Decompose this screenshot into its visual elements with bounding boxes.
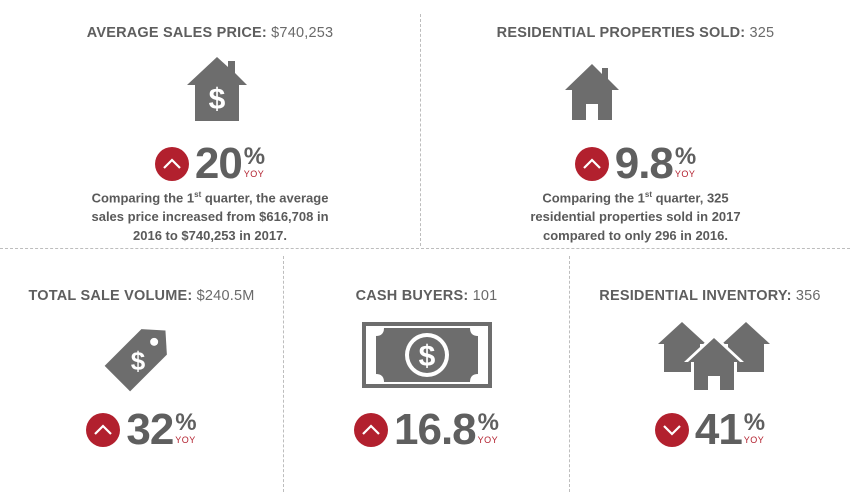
- up-arrow-icon: [86, 413, 121, 447]
- vertical-divider: [569, 256, 570, 492]
- yoy-label: YOY: [674, 169, 696, 179]
- horizontal-divider: [0, 248, 850, 249]
- cash-buyers-card: CASH BUYERS: 101 $ 16.8 % YOY: [284, 250, 569, 500]
- card-title: RESIDENTIAL PROPERTIES SOLD: 325: [496, 25, 775, 41]
- percent-value: 20: [194, 139, 243, 188]
- card-value: $740,253: [271, 25, 334, 41]
- total-sale-volume-card: TOTAL SALE VOLUME: $240.5M $ 32 % YOY: [0, 250, 283, 500]
- yoy-label: YOY: [243, 169, 265, 179]
- card-value: 101: [472, 288, 498, 304]
- percent-sign: %: [743, 409, 766, 436]
- percent-sign: %: [175, 409, 197, 436]
- house-icon: [563, 62, 621, 122]
- house-dollar-icon: $: [185, 55, 249, 123]
- card-title: RESIDENTIAL INVENTORY: 356: [599, 288, 821, 304]
- card-value: $240.5M: [196, 288, 255, 304]
- percent-sign: %: [243, 143, 266, 170]
- up-arrow-icon: [354, 413, 388, 447]
- percent-value: 41: [694, 405, 743, 454]
- percent-value: 32: [126, 405, 174, 454]
- vertical-divider: [283, 256, 284, 492]
- houses-icon: [658, 320, 770, 392]
- properties-sold-card: RESIDENTIAL PROPERTIES SOLD: 325 9.8 % Y…: [421, 0, 850, 248]
- average-sales-price-card: AVERAGE SALES PRICE: $740,253 $ 20 % YOY…: [0, 0, 420, 248]
- card-title: AVERAGE SALES PRICE: $740,253: [86, 25, 334, 41]
- percent-sign: %: [477, 409, 499, 436]
- change-stat: 16.8 % YOY: [284, 406, 569, 454]
- change-stat: 41 % YOY: [570, 406, 850, 454]
- percent-value: 16.8: [394, 405, 477, 454]
- up-arrow-icon: [574, 147, 609, 181]
- percent-sign: %: [674, 143, 697, 170]
- card-value: 325: [749, 25, 775, 41]
- card-title: TOTAL SALE VOLUME: $240.5M: [28, 288, 255, 304]
- yoy-label: YOY: [477, 435, 499, 445]
- svg-text:$: $: [209, 83, 226, 116]
- svg-text:$: $: [131, 346, 146, 376]
- change-stat: 32 % YOY: [0, 406, 283, 454]
- vertical-divider: [420, 14, 421, 246]
- percent-value: 9.8: [614, 139, 674, 188]
- card-title: CASH BUYERS: 101: [355, 288, 498, 304]
- dollar-bill-icon: $: [362, 322, 492, 388]
- change-stat: 20 % YOY: [0, 140, 420, 188]
- svg-text:$: $: [419, 340, 436, 373]
- up-arrow-icon: [154, 147, 189, 181]
- card-description: Comparing the 1st quarter, the average s…: [91, 190, 329, 244]
- residential-inventory-card: RESIDENTIAL INVENTORY: 356 41 % YOY: [570, 250, 850, 500]
- down-arrow-icon: [654, 413, 689, 447]
- yoy-label: YOY: [743, 435, 765, 445]
- card-value: 356: [795, 288, 821, 304]
- change-stat: 9.8 % YOY: [421, 140, 850, 188]
- price-tag-icon: $: [100, 318, 180, 394]
- card-description: Comparing the 1st quarter, 325 residenti…: [530, 190, 741, 244]
- yoy-label: YOY: [175, 435, 196, 445]
